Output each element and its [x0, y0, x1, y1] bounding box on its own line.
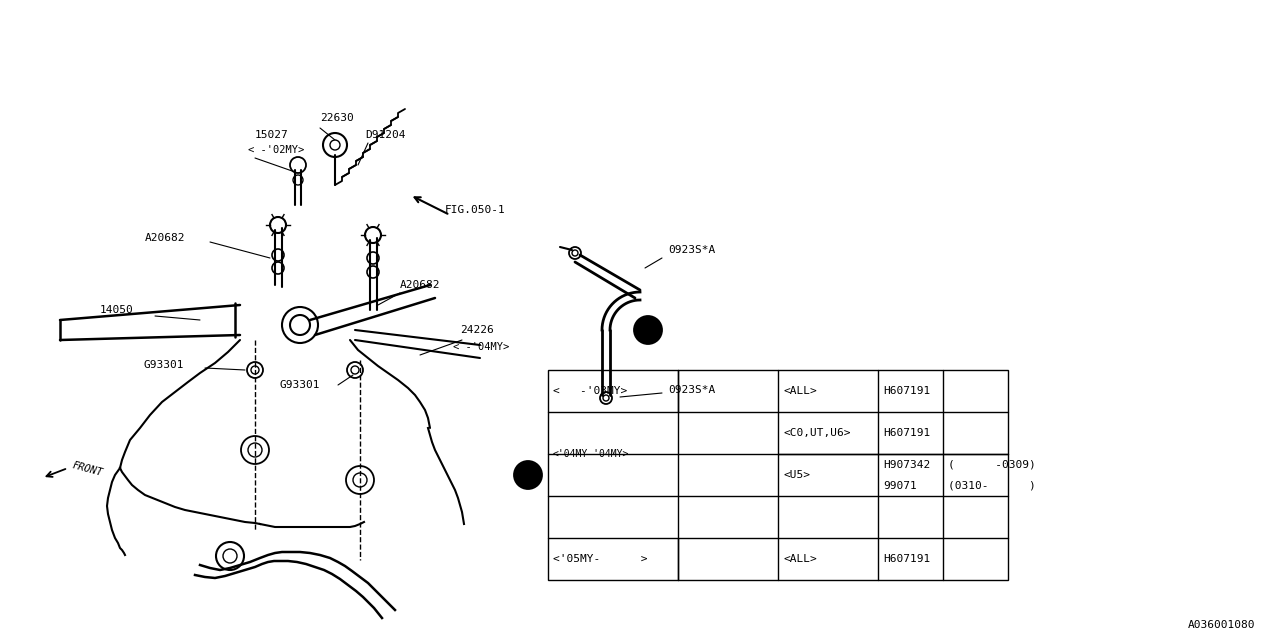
Text: 99071: 99071	[883, 481, 916, 490]
Text: 1: 1	[525, 468, 531, 481]
Text: FRONT: FRONT	[70, 460, 104, 478]
Text: <'04MY-'04MY>: <'04MY-'04MY>	[553, 449, 630, 459]
Text: G93301: G93301	[143, 360, 183, 370]
Text: D91204: D91204	[365, 130, 406, 140]
Text: <C0,UT,U6>: <C0,UT,U6>	[783, 428, 850, 438]
Text: FIG.050-1: FIG.050-1	[445, 205, 506, 215]
Text: A20682: A20682	[399, 280, 440, 290]
Text: 0923S*A: 0923S*A	[668, 385, 716, 395]
Text: < -'02MY>: < -'02MY>	[248, 145, 305, 155]
Text: H607191: H607191	[883, 554, 931, 564]
Text: 15027: 15027	[255, 130, 289, 140]
Text: <'05MY-      >: <'05MY- >	[553, 554, 648, 564]
Text: H907342: H907342	[883, 460, 931, 470]
Text: 22630: 22630	[320, 113, 353, 123]
Text: <ALL>: <ALL>	[783, 554, 817, 564]
Text: H607191: H607191	[883, 386, 931, 396]
Text: (      -0309): ( -0309)	[948, 460, 1036, 470]
Text: G93301: G93301	[280, 380, 320, 390]
Text: < -'04MY>: < -'04MY>	[453, 342, 509, 352]
Text: 1: 1	[644, 323, 652, 337]
Text: <ALL>: <ALL>	[783, 386, 817, 396]
Text: 24226: 24226	[460, 325, 494, 335]
Text: 14050: 14050	[100, 305, 133, 315]
Circle shape	[515, 461, 541, 489]
Text: (0310-      ): (0310- )	[948, 481, 1036, 490]
Text: <U5>: <U5>	[783, 470, 810, 480]
Text: A20682: A20682	[145, 233, 186, 243]
Text: A036001080: A036001080	[1188, 620, 1254, 630]
Circle shape	[634, 316, 662, 344]
Bar	[548, 370, 1009, 580]
Text: H607191: H607191	[883, 428, 931, 438]
Text: <   -'03MY>: < -'03MY>	[553, 386, 627, 396]
Text: 0923S*A: 0923S*A	[668, 245, 716, 255]
